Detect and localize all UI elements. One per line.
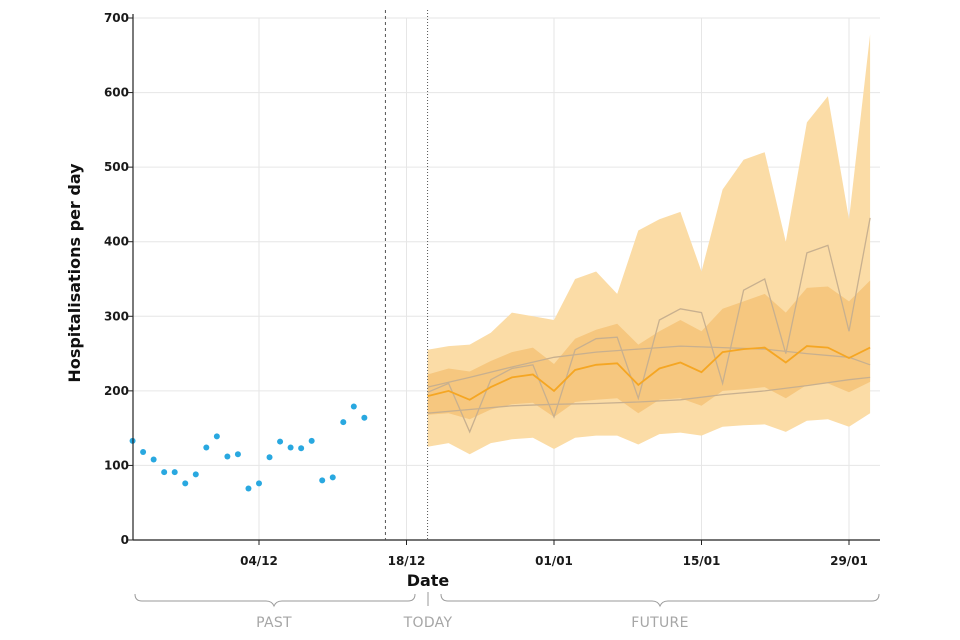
future-label: FUTURE [631, 615, 688, 631]
observed-point [150, 456, 157, 463]
observed-point [182, 480, 189, 487]
observed-point [298, 445, 305, 452]
observed-point [361, 414, 368, 421]
y-tick-label: 500 [104, 160, 129, 174]
past-bracket [134, 593, 416, 608]
x-tick-label: 15/01 [683, 554, 721, 568]
trajectory-line [427, 376, 871, 414]
observed-points [129, 403, 368, 492]
observed-point [140, 449, 147, 456]
y-tick-label: 700 [104, 11, 129, 25]
observed-point [192, 471, 199, 478]
y-tick-label: 100 [104, 458, 129, 472]
y-tick-label: 600 [104, 86, 129, 100]
x-tick-label: 01/01 [535, 554, 573, 568]
x-tick-label: 04/12 [240, 554, 278, 568]
observed-point [224, 453, 231, 460]
observed-point [256, 480, 262, 487]
observed-point [245, 485, 252, 492]
y-axis-title: Hospitalisations per day [65, 163, 84, 383]
observed-point [161, 469, 168, 476]
inner-forecast-band [427, 280, 871, 420]
x-axis-title: Date [407, 571, 450, 590]
observed-point [340, 419, 347, 426]
observed-point [308, 437, 315, 444]
x-tick-label: 18/12 [388, 554, 426, 568]
observed-point [350, 403, 357, 410]
trajectory-line [427, 217, 871, 434]
period-brackets [134, 592, 880, 608]
trajectory-line [427, 345, 871, 388]
y-tick-label: 200 [104, 384, 129, 398]
observed-point [234, 451, 241, 458]
axes: 0 100 200 300 400 500 600 700 04/12 18/12 01/01 15/… [104, 10, 880, 568]
forecast-bands [427, 34, 871, 455]
future-bracket [440, 593, 880, 608]
observed-point [287, 444, 294, 451]
labels: Hospitalisations per day Date PAST TODAY… [65, 163, 688, 631]
y-tick-label: 300 [104, 309, 129, 323]
observed-point [171, 469, 178, 476]
y-tick-label: 0 [121, 533, 129, 547]
observed-point [329, 474, 336, 481]
grid-lines [133, 17, 880, 540]
forecast-lines [427, 217, 871, 434]
today-label: TODAY [403, 615, 453, 631]
observed-point [277, 438, 284, 445]
observed-point [203, 444, 210, 451]
observed-point [266, 454, 273, 461]
observed-point [319, 477, 326, 484]
past-label: PAST [256, 615, 292, 631]
median-forecast-line [427, 345, 871, 401]
x-tick-label: 29/01 [830, 554, 868, 568]
observed-point [213, 433, 220, 440]
y-tick-label: 400 [104, 235, 129, 249]
